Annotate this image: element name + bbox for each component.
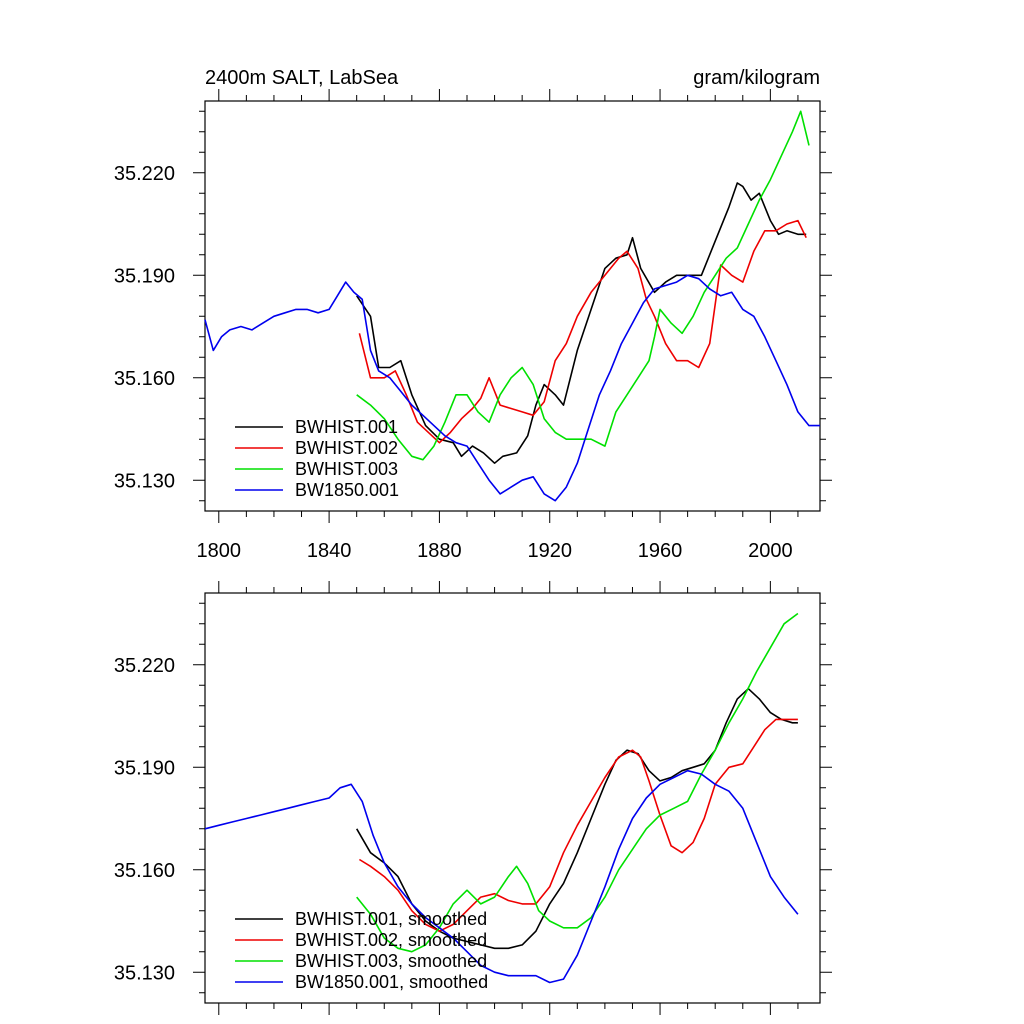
series-line-bw1850.001 (204, 274, 820, 502)
series-line-bwhist.003 (356, 612, 799, 953)
legend-label: BWHIST.002, smoothed (295, 930, 487, 950)
legend-label: BWHIST.003, smoothed (295, 951, 487, 971)
y-tick-label: 35.190 (114, 265, 175, 287)
y-tick-label: 35.190 (114, 757, 175, 779)
chart-title: 2400m SALT, LabSea (205, 67, 399, 89)
x-tick-label: 2000 (748, 540, 793, 562)
x-tick-label: 1800 (197, 540, 242, 562)
legend-label: BWHIST.001, smoothed (295, 909, 487, 929)
series-line-bwhist.001 (356, 182, 807, 465)
x-tick-label: 1840 (307, 540, 352, 562)
legend-label: BWHIST.001 (295, 417, 398, 437)
chart-panel-top: 35.130 35.160 35.190 35.220 1800 1840 1880 1920… (114, 67, 832, 562)
y-tick-label: 35.130 (114, 962, 175, 984)
series-line-bwhist.003 (356, 110, 810, 461)
legend-label: BWHIST.003 (295, 459, 398, 479)
chart-panel-bottom: 35.130 35.160 35.190 35.220 BWHIST.001, smoo… (114, 581, 832, 1015)
plot-frame (204, 100, 821, 512)
y-tick-label: 35.160 (114, 368, 175, 390)
x-tick-label: 1880 (417, 540, 462, 562)
legend-label: BW1850.001 (295, 480, 399, 500)
y-tick-label: 35.130 (114, 470, 175, 492)
legend-label: BWHIST.002 (295, 438, 398, 458)
units-label: gram/kilogram (693, 67, 820, 89)
y-tick-label: 35.220 (114, 163, 175, 185)
plot-frame (204, 592, 821, 1004)
y-tick-label: 35.220 (114, 655, 175, 677)
x-tick-label: 1920 (527, 540, 572, 562)
y-tick-label: 35.160 (114, 860, 175, 882)
series-line-bwhist.002 (358, 219, 807, 444)
x-tick-label: 1960 (638, 540, 683, 562)
series-line-bw1850.001 (204, 769, 799, 984)
legend-label: BW1850.001, smoothed (295, 972, 488, 992)
series-line-bwhist.002 (358, 718, 798, 933)
